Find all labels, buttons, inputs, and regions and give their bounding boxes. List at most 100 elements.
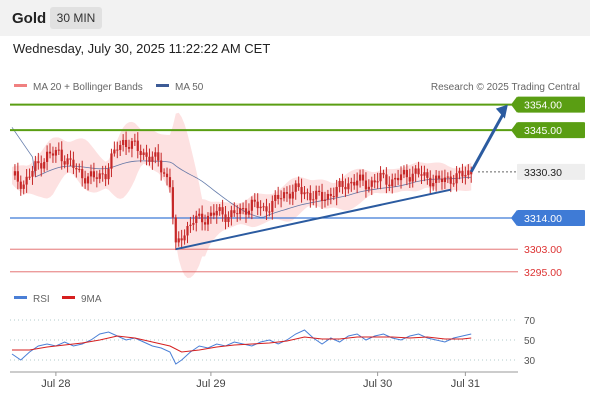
- candle-body: [189, 224, 192, 226]
- candle-body: [347, 183, 350, 190]
- candle: [244, 199, 248, 223]
- candle: [274, 190, 277, 208]
- candle: [297, 176, 300, 191]
- candle-body: [470, 170, 473, 175]
- candle-body: [376, 181, 379, 183]
- candle-body: [57, 149, 60, 151]
- candle: [215, 204, 218, 224]
- candle-body: [432, 183, 435, 187]
- candle: [288, 185, 291, 205]
- candle: [338, 178, 341, 193]
- candle: [98, 169, 101, 184]
- candle: [259, 200, 262, 216]
- candle-body: [122, 139, 125, 145]
- candle-body: [43, 161, 46, 169]
- level-label-3330-30: 3330.30: [524, 167, 562, 179]
- level-label-3314-00: 3314.00: [524, 213, 562, 225]
- candle: [247, 203, 251, 218]
- candle: [60, 141, 63, 170]
- rsi-plot: 70 50 30: [10, 316, 536, 367]
- datetime-label: Wednesday, July 30, 2025 11:22:22 AM CET: [13, 41, 271, 56]
- candle-body: [443, 177, 446, 183]
- candle: [464, 166, 467, 185]
- candle: [449, 170, 452, 193]
- candle: [107, 163, 110, 185]
- x-tick-label: Jul 29: [196, 378, 225, 390]
- candle-body: [201, 213, 204, 223]
- candle: [405, 164, 408, 186]
- candle: [84, 170, 87, 189]
- candle: [467, 164, 470, 179]
- candle: [241, 202, 245, 215]
- candle-body: [367, 186, 370, 190]
- candle: [151, 151, 154, 170]
- candle: [51, 146, 55, 163]
- candle-body: [139, 150, 142, 155]
- candle: [382, 169, 385, 179]
- candle-body: [171, 187, 174, 218]
- candle-body: [60, 149, 63, 162]
- candle-body: [95, 177, 98, 179]
- candle-body: [423, 172, 426, 176]
- candle: [388, 176, 391, 192]
- candle: [136, 132, 139, 159]
- candle: [54, 146, 57, 163]
- timeframe-button[interactable]: 30 MIN: [50, 7, 102, 29]
- candle: [46, 145, 49, 171]
- candle: [22, 180, 25, 195]
- candle-body: [288, 193, 291, 199]
- candle: [432, 174, 435, 191]
- candle: [180, 229, 183, 249]
- candle-body: [426, 172, 429, 178]
- candle-body: [209, 212, 212, 216]
- candle-body: [78, 169, 81, 171]
- candle-body: [344, 186, 347, 190]
- candle-body: [285, 192, 289, 194]
- candle-body: [464, 175, 467, 177]
- candle-body: [192, 223, 195, 225]
- candle-body: [54, 150, 57, 156]
- candle: [435, 170, 438, 192]
- candle: [25, 168, 28, 193]
- candle-body: [356, 180, 359, 186]
- candle: [408, 168, 411, 189]
- rsi-tick-50: 50: [524, 336, 536, 347]
- candle: [221, 199, 224, 222]
- candle: [347, 177, 350, 194]
- candle-body: [399, 174, 403, 181]
- candle: [189, 216, 192, 233]
- candle: [335, 179, 338, 206]
- candle: [271, 195, 274, 220]
- candle-body: [230, 210, 233, 218]
- candle: [426, 168, 429, 185]
- candle-body: [183, 235, 186, 241]
- candle-body: [361, 174, 365, 181]
- candle-body: [22, 184, 25, 189]
- candle-body: [437, 175, 441, 179]
- candle: [48, 143, 52, 159]
- candle-body: [157, 152, 160, 161]
- candle: [212, 204, 215, 220]
- candle-body: [382, 172, 385, 175]
- candle: [233, 202, 236, 217]
- candle: [19, 175, 22, 196]
- candle: [277, 186, 280, 205]
- bollinger-band: [12, 112, 472, 279]
- candle: [203, 214, 207, 231]
- candle: [256, 193, 259, 216]
- candle-body: [408, 177, 411, 182]
- candle-body: [116, 149, 119, 151]
- candle: [72, 151, 75, 175]
- candle-body: [370, 180, 373, 187]
- candle-body: [168, 177, 172, 188]
- candle: [446, 172, 449, 184]
- credit-label: Research © 2025 Trading Central: [431, 82, 580, 93]
- candle-body: [63, 161, 66, 165]
- candle: [309, 185, 312, 208]
- candle: [78, 163, 81, 173]
- candle-body: [250, 199, 253, 211]
- ma50-line: [11, 127, 472, 218]
- candle: [344, 178, 347, 197]
- candle: [306, 188, 309, 201]
